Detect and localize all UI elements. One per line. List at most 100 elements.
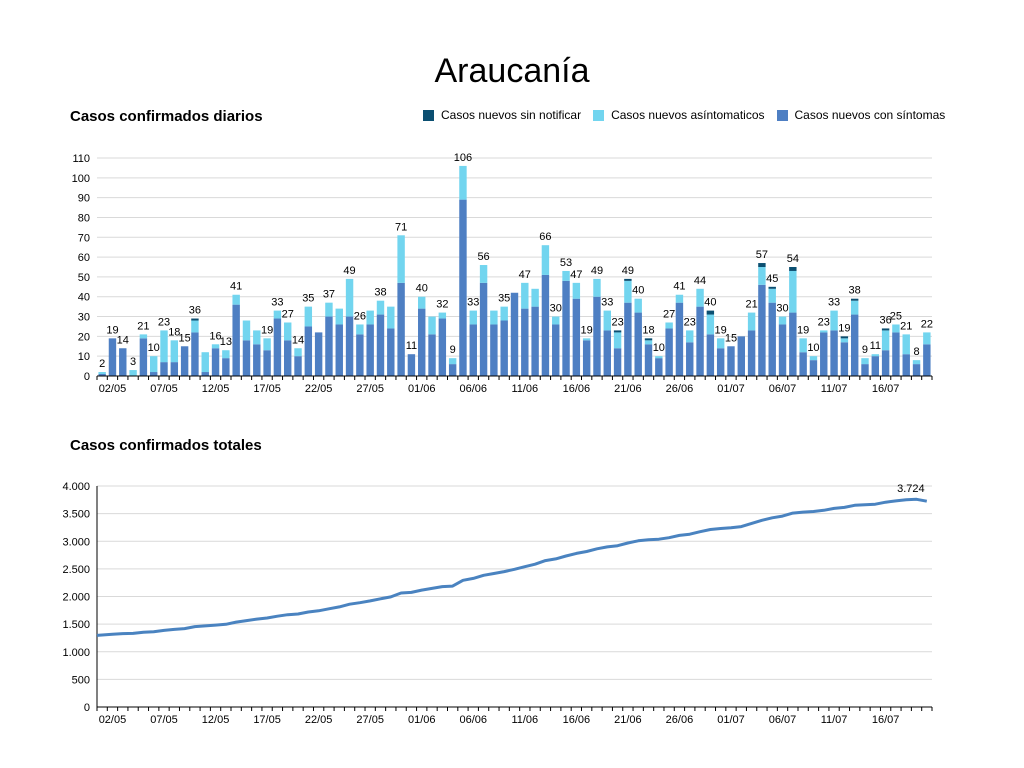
bar-segment	[613, 330, 622, 333]
bar-segment	[881, 328, 890, 331]
bar-segment	[521, 282, 529, 309]
bar-segment	[222, 350, 230, 359]
bar-segment	[366, 324, 374, 376]
bar-segment	[861, 358, 869, 365]
x-tick-label: 01/06	[408, 383, 436, 395]
data-label: 14	[117, 334, 129, 346]
data-label: 23	[611, 316, 623, 328]
data-label: 38	[849, 285, 861, 297]
bar-segment	[170, 340, 179, 363]
bar-segment	[490, 324, 498, 376]
bar-segment	[294, 356, 302, 376]
legend-label: Casos nuevos sin notificar	[441, 108, 582, 122]
bar-segment	[253, 344, 261, 376]
bar-segment	[479, 282, 488, 376]
bar-segment	[335, 308, 343, 325]
bar-segment	[541, 245, 550, 275]
data-label: 33	[467, 297, 479, 309]
legend-label: Casos nuevos asíntomaticos	[611, 108, 765, 122]
x-tick-label: 11/06	[511, 383, 538, 395]
bar-segment	[747, 312, 756, 331]
bar-segment	[469, 324, 477, 376]
bar-segment	[799, 338, 807, 353]
daily-chart-title: Casos confirmados diarios	[70, 108, 263, 125]
bar-segment	[562, 280, 570, 376]
bar-segment	[768, 302, 776, 376]
bar-segment	[459, 165, 467, 200]
data-label: 19	[715, 324, 727, 336]
bar-segment	[294, 348, 302, 357]
bar-segment	[366, 310, 374, 325]
legend-item-con-sintomas: Casos nuevos con síntomas	[776, 108, 946, 122]
data-label: 27	[282, 308, 294, 320]
bar-segment	[758, 284, 766, 376]
bar-segment	[572, 298, 581, 376]
data-label: 49	[622, 265, 634, 277]
y-tick-label: 90	[78, 193, 90, 205]
data-label: 56	[477, 251, 489, 263]
data-label: 54	[787, 253, 799, 265]
bar-segment	[345, 316, 354, 376]
bar-segment	[582, 338, 591, 341]
data-label: 27	[663, 308, 675, 320]
bar-segment	[665, 328, 673, 376]
x-tick-label: 01/06	[408, 714, 436, 726]
bar-segment	[201, 352, 209, 373]
bar-segment	[170, 362, 179, 376]
bar-segment	[283, 322, 292, 341]
data-label: 35	[302, 293, 314, 305]
data-label: 23	[684, 316, 696, 328]
data-label: 11	[406, 340, 417, 352]
bar-segment	[98, 374, 106, 376]
bar-segment	[768, 288, 776, 303]
bar-segment	[840, 336, 849, 339]
bar-segment	[912, 360, 921, 365]
bar-segment	[809, 360, 818, 376]
data-label: 106	[454, 152, 472, 164]
bar-segment	[686, 342, 694, 376]
bar-segment	[283, 340, 292, 376]
bar-segment	[397, 282, 405, 376]
bar-segment	[644, 344, 653, 376]
data-label: 49	[343, 265, 355, 277]
data-label: 30	[550, 303, 562, 315]
data-label: 9	[450, 344, 456, 356]
bar-segment	[469, 310, 477, 325]
x-tick-label: 22/05	[305, 714, 333, 726]
data-label: 41	[230, 281, 242, 293]
data-label: 36	[189, 305, 201, 317]
data-label: 33	[828, 297, 840, 309]
data-label: 9	[862, 344, 868, 356]
y-tick-label: 40	[78, 292, 90, 304]
data-label: 21	[900, 320, 912, 332]
bar-segment	[129, 370, 137, 376]
bar-segment	[541, 274, 550, 376]
x-tick-label: 21/06	[614, 383, 642, 395]
y-tick-label: 20	[78, 331, 90, 343]
bar-segment	[376, 300, 385, 315]
y-tick-label: 0	[84, 702, 90, 714]
bar-segment	[191, 332, 199, 376]
x-tick-label: 11/07	[821, 383, 848, 395]
bar-segment	[160, 330, 168, 363]
bar-segment	[335, 324, 343, 376]
bar-segment	[448, 364, 457, 376]
data-label: 38	[374, 287, 386, 299]
bar-segment	[304, 326, 313, 376]
page-title: Araucanía	[434, 52, 590, 90]
y-tick-label: 500	[72, 674, 90, 686]
data-label: 21	[745, 299, 757, 311]
data-label: 19	[838, 322, 850, 334]
bar-segment	[644, 338, 653, 341]
data-label: 19	[261, 324, 273, 336]
data-label: 19	[106, 324, 118, 336]
data-label: 10	[807, 342, 819, 354]
bar-segment	[222, 358, 230, 376]
legend-label: Casos nuevos con síntomas	[794, 108, 946, 122]
bar-segment	[789, 270, 797, 313]
data-label: 25	[890, 310, 902, 322]
x-tick-label: 27/05	[356, 383, 384, 395]
bar-segment	[634, 298, 642, 313]
bar-segment	[191, 318, 199, 321]
total-chart-title: Casos confirmados totales	[70, 437, 262, 454]
